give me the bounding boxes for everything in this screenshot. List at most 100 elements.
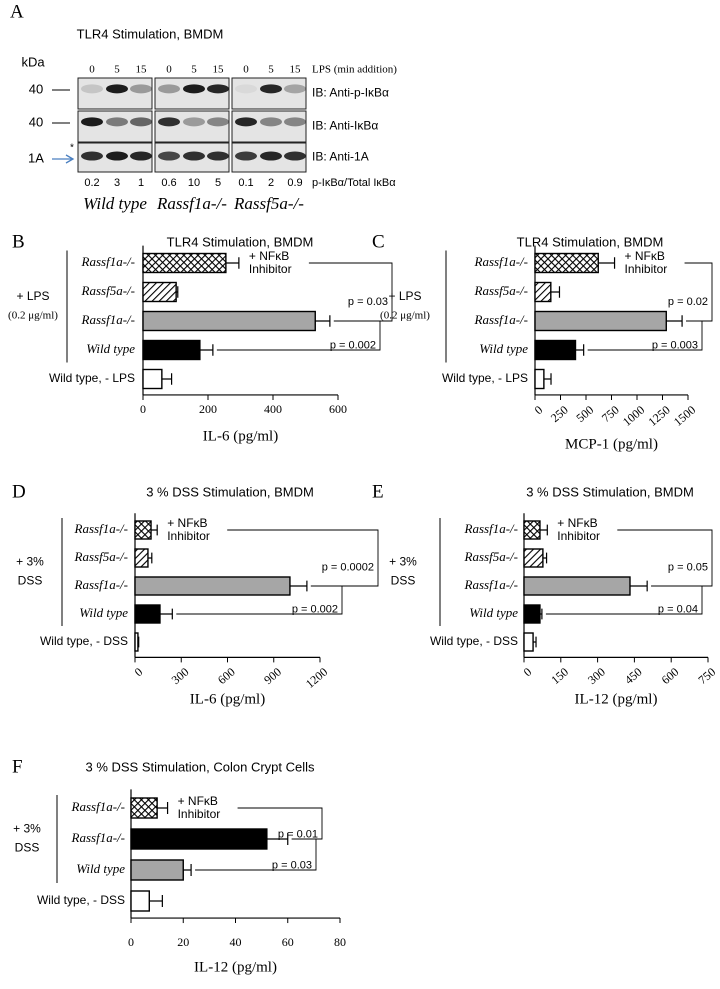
category-label: Wild type [86, 341, 135, 356]
x-axis-label: IL-6 (pg/ml) [203, 428, 278, 444]
p-value: p = 0.02 [668, 296, 708, 308]
error-bar [543, 373, 552, 385]
blot-band [158, 117, 180, 127]
p-value: p = 0.0002 [322, 562, 374, 574]
x-tick-label: 600 [659, 665, 682, 687]
error-bar [147, 552, 153, 564]
error-bar [575, 344, 585, 356]
western-blot: A TLR4 Stimulation, BMDM kDa 0 5 15 0.2 3 1 Wild … [10, 1, 397, 213]
lane-label: 5 [114, 64, 120, 76]
x-tick-label: 60 [282, 935, 294, 949]
x-tick-label: 400 [264, 402, 282, 416]
blot-band [106, 117, 128, 127]
ratio-value: 0.6 [161, 177, 176, 189]
error-bar [289, 580, 308, 592]
ratio-value: 5 [215, 177, 221, 189]
category-label: Rassf1a-/- [81, 312, 135, 327]
bar [134, 632, 139, 652]
kda-marker: 40 [29, 81, 43, 96]
error-bar [315, 315, 331, 327]
chart-panel: B TLR4 Stimulation, BMDM 0 200 400 600 IL-6 (p… [8, 231, 393, 444]
chart-panel: E 3 % DSS Stimulation, BMDM 0 150 300 450 600 7… [372, 481, 718, 707]
category-label: Rassf1a-/- [474, 312, 528, 327]
bar [523, 604, 541, 624]
blot-strip [77, 77, 153, 110]
category-label: Rassf1a-/- [464, 577, 518, 592]
chart-title: 3 % DSS Stimulation, BMDM [146, 484, 314, 499]
x-tick-label: 0 [521, 665, 535, 680]
x-tick-label: 0 [532, 403, 546, 418]
p-value: p = 0.002 [330, 340, 376, 352]
x-tick-label: 300 [585, 665, 608, 687]
ratio-value: 0.1 [238, 177, 253, 189]
inhibitor-label: + NFκB [625, 249, 665, 263]
blot-strip [77, 110, 153, 143]
category-label: Wild type, - DSS [430, 634, 518, 648]
p-value: p = 0.03 [348, 296, 388, 308]
bar [134, 604, 161, 624]
group-label: + LPS [16, 289, 49, 303]
lane-label: 0 [243, 64, 249, 76]
blot-band [235, 84, 257, 94]
blot-band [207, 84, 229, 94]
kda-marker: 1A [28, 150, 44, 165]
category-label: Wild type [469, 605, 518, 620]
ratio-value: 0.2 [84, 177, 99, 189]
blot-band [81, 84, 103, 94]
inhibitor-label: Inhibitor [249, 262, 292, 276]
genotype-label: Wild type [83, 194, 147, 213]
group-label: DSS [18, 574, 43, 588]
panel-letter: F [12, 756, 23, 777]
lane-label: 5 [268, 64, 274, 76]
x-axis-label: IL-6 (pg/ml) [190, 691, 265, 707]
lane-label: 15 [290, 64, 302, 76]
category-label: Rassf1a-/- [74, 577, 128, 592]
category-label: Rassf5a-/- [81, 283, 135, 298]
category-label: Rassf1a-/- [474, 254, 528, 269]
lane-label: 15 [136, 64, 148, 76]
blot-band [183, 117, 205, 127]
bar [134, 548, 149, 568]
category-label: Rassf1a-/- [81, 254, 135, 269]
significance-bracket [617, 529, 713, 587]
category-label: Wild type, - LPS [442, 371, 528, 385]
ratio-label: p-IκBα/Total IκBα [312, 177, 396, 189]
group-label: (0.2 μg/ml) [8, 310, 58, 322]
group-label: (0.2 μg/ml) [380, 310, 430, 322]
blot-band [235, 117, 257, 127]
category-label: Rassf1a-/- [464, 521, 518, 536]
bar [142, 310, 316, 332]
bar [523, 576, 631, 596]
blot-band [130, 117, 152, 127]
category-label: Wild type, - DSS [37, 893, 125, 907]
blot-strip [154, 110, 230, 143]
bar [142, 339, 201, 361]
error-bar [629, 580, 648, 592]
x-tick-label: 250 [548, 403, 571, 425]
group-label: DSS [15, 841, 40, 855]
blot-title: TLR4 Stimulation, BMDM [77, 26, 224, 41]
blot-band [207, 117, 229, 127]
panel-letter: A [10, 1, 24, 22]
ratio-value: 3 [114, 177, 120, 189]
error-bar [137, 636, 140, 648]
x-tick-label: 600 [215, 665, 238, 687]
panel-letter: B [12, 231, 25, 252]
bar [523, 520, 541, 540]
error-bar [266, 833, 289, 845]
antibody-label: IB: Anti-IκBα [312, 119, 378, 133]
inhibitor-label: Inhibitor [625, 262, 668, 276]
x-tick-label: 500 [573, 403, 596, 425]
bar [130, 859, 184, 881]
x-tick-label: 300 [169, 665, 192, 687]
chart-panel: F 3 % DSS Stimulation, Colon Crypt Cells 0… [12, 756, 346, 975]
antibody-label: IB: Anti-1A [312, 150, 369, 164]
blot-band [106, 84, 128, 94]
bar [142, 252, 227, 274]
category-label: Rassf5a-/- [464, 549, 518, 564]
bar [134, 520, 152, 540]
lps-label: LPS (min addition) [312, 64, 397, 76]
error-bar [533, 636, 537, 648]
x-tick-label: 1500 [671, 403, 698, 429]
category-label: Wild type, - LPS [49, 371, 135, 385]
